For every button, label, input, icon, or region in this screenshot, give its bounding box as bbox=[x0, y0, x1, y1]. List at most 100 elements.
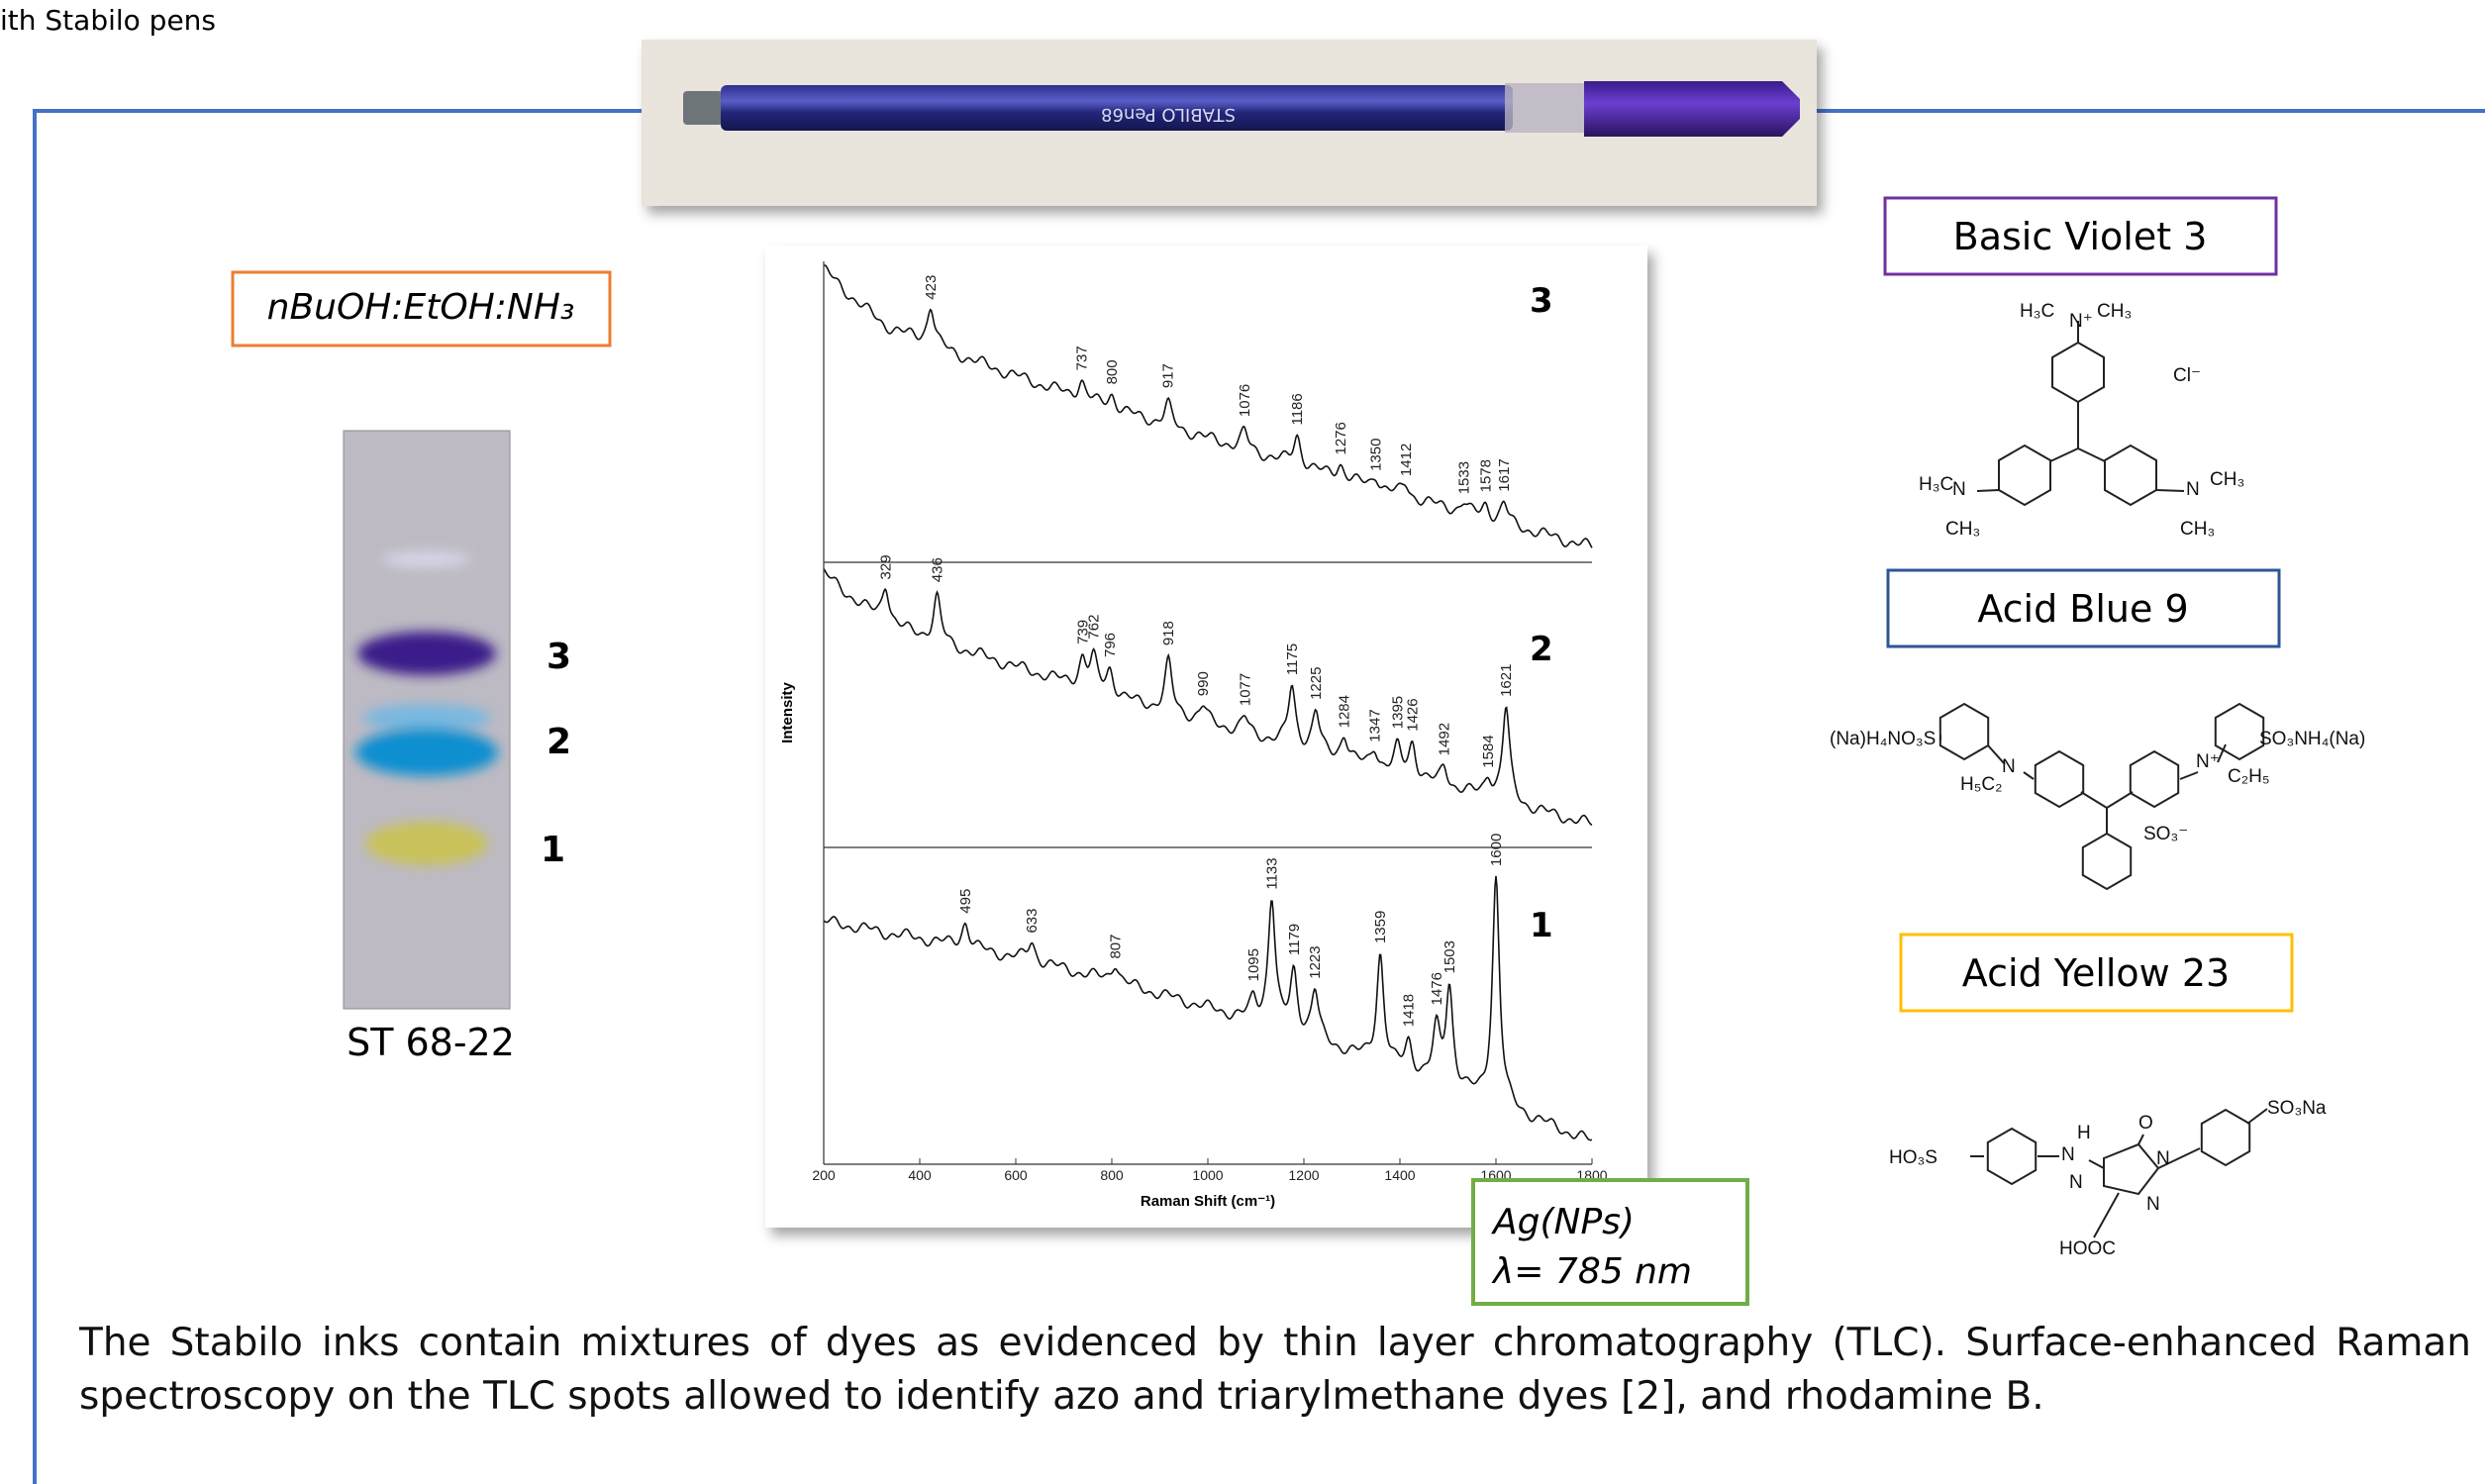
ring bbox=[2129, 749, 2180, 809]
bond bbox=[2049, 447, 2079, 462]
peak-label: 1600 bbox=[1488, 834, 1505, 866]
tlc-plate bbox=[343, 430, 511, 1010]
atom: N⁺ bbox=[2069, 311, 2093, 332]
pen-photo: STABILO Pen68 bbox=[642, 40, 1817, 206]
ring bbox=[2214, 702, 2265, 761]
bond bbox=[2088, 1159, 2105, 1169]
atom: H bbox=[2077, 1123, 2091, 1143]
bond bbox=[1987, 744, 2006, 765]
ring bbox=[2103, 1142, 2160, 1196]
peak-label: 1426 bbox=[1405, 698, 1422, 731]
peak-label: 1617 bbox=[1496, 458, 1513, 491]
atom: CH₃ bbox=[2180, 519, 2215, 540]
peak-label: 1418 bbox=[1401, 994, 1418, 1027]
atom: C₂H₅ bbox=[2228, 766, 2269, 787]
atom: (Na)H₄NO₃S bbox=[1830, 729, 1936, 749]
peak-label: 762 bbox=[1086, 615, 1103, 640]
atom: CH₃ bbox=[2210, 469, 2244, 490]
dye-box bbox=[1899, 933, 2294, 1013]
peak-label: 1223 bbox=[1307, 945, 1324, 978]
atom: N bbox=[2002, 756, 2016, 777]
atom: H₃C bbox=[1919, 474, 1953, 495]
bond bbox=[2106, 791, 2134, 809]
spot-label: 3 bbox=[547, 637, 571, 677]
dye-box bbox=[1886, 568, 2281, 648]
peak-label: 1584 bbox=[1480, 735, 1497, 767]
sample-label: ST 68-22 bbox=[347, 1021, 515, 1064]
caption-box: The Stabilo inks contain mixtures of dye… bbox=[79, 1321, 2471, 1419]
peak-label: 1621 bbox=[1498, 664, 1515, 697]
peak-label: 1476 bbox=[1429, 972, 1445, 1005]
dye-name: Basic Violet 3 bbox=[1953, 215, 2208, 258]
atom: H₃C bbox=[2020, 301, 2054, 322]
ring bbox=[1938, 702, 1990, 761]
x-label: Raman Shift (cm⁻¹) bbox=[1141, 1193, 1275, 1210]
header-fragment: ith Stabilo pens bbox=[0, 4, 216, 37]
peak-label: 1186 bbox=[1289, 393, 1306, 425]
peak-label: 329 bbox=[878, 554, 895, 579]
peak-label: 917 bbox=[1160, 363, 1177, 388]
spectrum bbox=[824, 264, 1593, 548]
x-tick-label: 1000 bbox=[1192, 1167, 1223, 1183]
y-label: Intensity bbox=[779, 682, 796, 743]
peak-label: 423 bbox=[923, 275, 940, 300]
atom: N bbox=[1952, 479, 1966, 500]
caption: The Stabilo inks contain mixtures of dye… bbox=[79, 1321, 2471, 1419]
structures bbox=[1938, 321, 2268, 1238]
panel-label: 2 bbox=[1530, 630, 1553, 669]
atom: CH₃ bbox=[1945, 519, 1980, 540]
bond bbox=[2157, 1147, 2201, 1169]
peak-label: 633 bbox=[1024, 909, 1041, 934]
atom: O bbox=[2138, 1113, 2153, 1134]
peak-label: 1395 bbox=[1390, 696, 1407, 729]
peak-label: 1095 bbox=[1245, 948, 1262, 981]
peak-label: 739 bbox=[1074, 620, 1091, 644]
atom: N bbox=[2146, 1194, 2160, 1215]
atom: SO₃Na bbox=[2267, 1098, 2327, 1119]
spectrum bbox=[823, 568, 1593, 827]
atom: SO₃⁻ bbox=[2143, 824, 2188, 844]
spectrum bbox=[823, 875, 1593, 1141]
peak-label: 1284 bbox=[1337, 695, 1353, 728]
condition: λ= 785 nm bbox=[1491, 1251, 1692, 1292]
peak-label: 1077 bbox=[1237, 673, 1253, 706]
atom: N⁺ bbox=[2196, 751, 2220, 772]
bond bbox=[2246, 1108, 2268, 1125]
atom: N bbox=[2156, 1148, 2170, 1169]
peak-label: 1412 bbox=[1398, 444, 1415, 476]
peak-label: 807 bbox=[1107, 935, 1124, 959]
peak-label: 1179 bbox=[1286, 924, 1303, 955]
bond bbox=[2023, 771, 2035, 780]
peak-label: 737 bbox=[1073, 346, 1090, 370]
peak-label: 1359 bbox=[1372, 911, 1389, 943]
condition: Ag(NPs) bbox=[1491, 1202, 1635, 1242]
x-tick-label: 800 bbox=[1100, 1167, 1124, 1183]
bond bbox=[2077, 447, 2106, 462]
ring bbox=[1998, 444, 2051, 507]
solvent-box bbox=[231, 270, 612, 347]
peak-label: 1347 bbox=[1366, 709, 1383, 742]
ring bbox=[1986, 1127, 2038, 1186]
ring bbox=[2104, 444, 2157, 507]
peak-label: 1276 bbox=[1333, 422, 1349, 454]
bond bbox=[2080, 791, 2108, 809]
atom: H₅C₂ bbox=[1960, 774, 2002, 795]
x-tick-label: 600 bbox=[1004, 1167, 1028, 1183]
peak-label: 1076 bbox=[1237, 384, 1253, 417]
peak-label: 1533 bbox=[1456, 461, 1473, 494]
atom: N bbox=[2186, 479, 2200, 500]
x-tick-label: 400 bbox=[908, 1167, 932, 1183]
x-tick-label: 200 bbox=[812, 1167, 836, 1183]
bond bbox=[2217, 743, 2227, 763]
frame bbox=[33, 109, 642, 1484]
peak-label: 1133 bbox=[1264, 857, 1281, 889]
conditions-box bbox=[1471, 1178, 1749, 1306]
peak-label: 1225 bbox=[1308, 667, 1325, 700]
peak-label: 1578 bbox=[1477, 459, 1494, 492]
atom: N bbox=[2061, 1144, 2075, 1165]
spectrum-figure bbox=[765, 246, 1647, 1228]
panel-label: 1 bbox=[1530, 906, 1553, 945]
peak-label: 990 bbox=[1195, 671, 1212, 696]
peak-label: 1175 bbox=[1284, 643, 1301, 675]
